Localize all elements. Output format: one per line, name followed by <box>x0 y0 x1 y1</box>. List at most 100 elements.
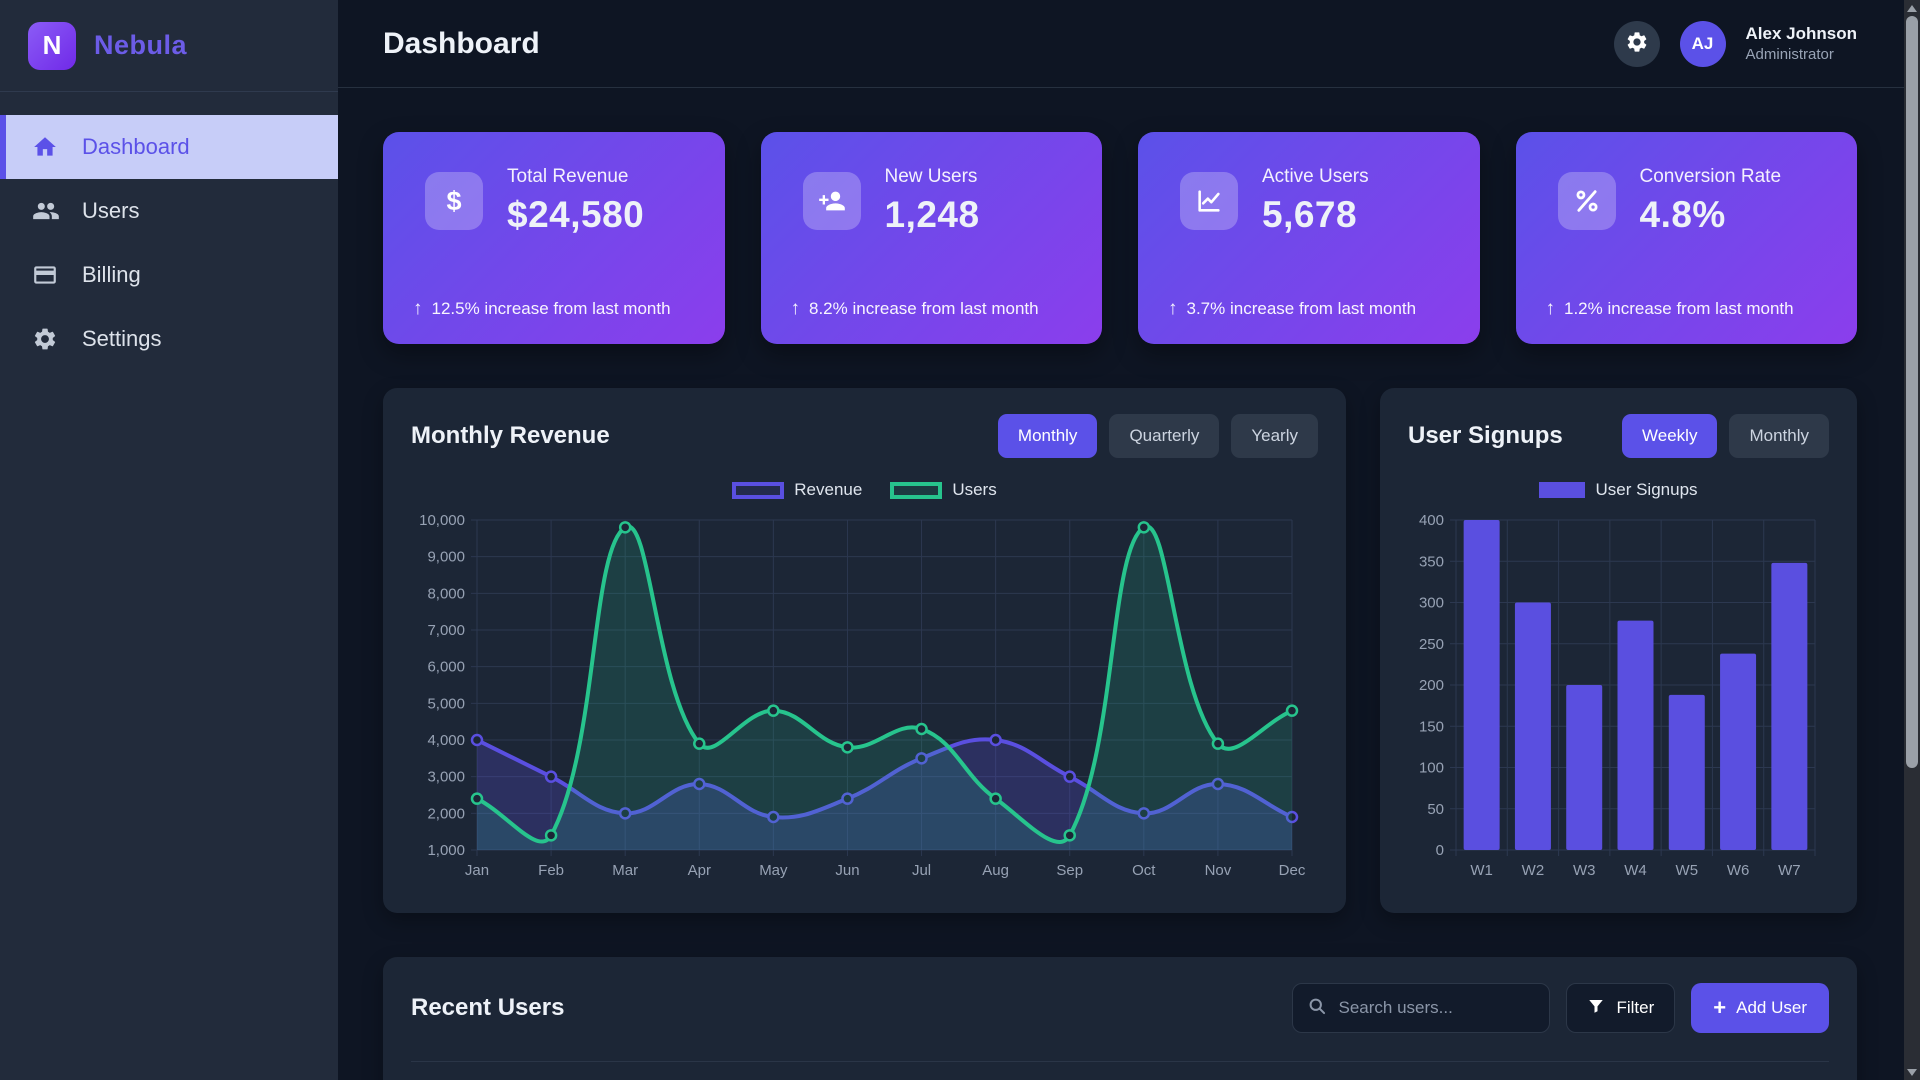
svg-text:W4: W4 <box>1624 862 1647 879</box>
arrow-up-icon: ↑ <box>413 298 423 319</box>
svg-text:150: 150 <box>1419 718 1444 735</box>
svg-text:Nov: Nov <box>1205 862 1232 879</box>
user-plus-icon <box>802 172 861 230</box>
svg-text:W6: W6 <box>1727 862 1750 879</box>
svg-text:7,000: 7,000 <box>427 622 465 639</box>
scrollbar-up-arrow[interactable] <box>1904 0 1920 16</box>
header-actions: AJ Alex Johnson Administrator <box>1613 20 1857 67</box>
svg-text:9,000: 9,000 <box>427 549 465 566</box>
legend-item-user-signups: User Signups <box>1539 480 1698 500</box>
svg-text:Dec: Dec <box>1279 862 1306 879</box>
scrollbar-thumb[interactable] <box>1906 16 1918 768</box>
arrow-up-icon: ↑ <box>1168 298 1178 319</box>
svg-text:5,000: 5,000 <box>427 695 465 712</box>
dollar-icon: $ <box>425 172 483 230</box>
revenue-legend-swatch <box>732 481 785 499</box>
svg-text:100: 100 <box>1419 760 1444 777</box>
stat-value: 4.8% <box>1639 194 1726 235</box>
svg-text:Feb: Feb <box>538 862 564 879</box>
revenue-panel-title: Monthly Revenue <box>411 422 610 449</box>
stat-change: ↑ 8.2% increase from last month <box>790 298 1039 319</box>
user-info: Alex Johnson Administrator <box>1746 23 1857 64</box>
charts-row: Monthly Revenue Monthly Quarterly Yearly… <box>383 388 1857 913</box>
search-box[interactable] <box>1292 983 1560 1033</box>
sidebar-nav: Dashboard Users Billing Settings <box>0 115 338 371</box>
percent-icon <box>1557 172 1616 230</box>
svg-text:Jul: Jul <box>912 862 931 879</box>
svg-text:10,000: 10,000 <box>419 512 465 529</box>
arrow-up-icon: ↑ <box>790 298 801 319</box>
stat-card-conversion-rate: Conversion Rate 4.8% ↑ 1.2% increase fro… <box>1515 132 1857 344</box>
svg-text:350: 350 <box>1419 553 1444 570</box>
filter-button[interactable]: Filter <box>1566 983 1676 1033</box>
svg-text:400: 400 <box>1419 512 1444 529</box>
stat-value: 5,678 <box>1262 194 1358 235</box>
svg-text:8,000: 8,000 <box>427 585 465 602</box>
svg-text:W5: W5 <box>1676 862 1699 879</box>
users-legend-swatch <box>890 481 943 499</box>
svg-text:50: 50 <box>1427 801 1444 818</box>
search-input[interactable] <box>1338 998 1560 1018</box>
stat-card-active-users: Active Users 5,678 ↑ 3.7% increase from … <box>1138 132 1480 344</box>
svg-text:250: 250 <box>1419 636 1444 653</box>
arrow-up-icon: ↑ <box>1545 298 1556 319</box>
signups-legend-swatch <box>1539 482 1586 498</box>
sidebar-item-billing[interactable]: Billing <box>0 243 338 307</box>
brand-initial: N <box>42 30 62 60</box>
sidebar-item-label: Settings <box>82 326 162 351</box>
svg-text:0: 0 <box>1436 842 1444 859</box>
svg-text:May: May <box>759 862 788 879</box>
quarterly-button[interactable]: Quarterly <box>1109 414 1220 458</box>
gear-icon <box>32 325 60 353</box>
svg-text:Jun: Jun <box>835 862 859 879</box>
recent-users-panel: Recent Users Filter <box>383 957 1857 1080</box>
monthly-revenue-line-chart-svg: 1,000 2,000 3,000 4,000 5,000 6,000 7,000 8,000… <box>419 512 1306 879</box>
avatar[interactable]: AJ <box>1679 20 1726 67</box>
credit-card-icon <box>32 261 60 289</box>
yearly-button[interactable]: Yearly <box>1231 414 1318 458</box>
settings-button[interactable] <box>1613 20 1660 67</box>
page-scrollbar[interactable] <box>1904 0 1920 1080</box>
user-signups-bar-chart-svg: 0 50 100 150 200 250 300 350 400 W1 W2 W3 W4 W5 W6 W7 <box>1419 512 1816 879</box>
sidebar-item-label: Users <box>82 198 140 223</box>
signups-panel-title: User Signups <box>1408 422 1563 449</box>
page-title: Dashboard <box>383 26 540 60</box>
weekly-button[interactable]: Weekly <box>1622 414 1718 458</box>
svg-text:200: 200 <box>1419 677 1444 694</box>
brand: N Nebula <box>0 0 338 92</box>
svg-text:W1: W1 <box>1470 862 1493 879</box>
home-icon <box>32 133 60 161</box>
revenue-chart-legend: Revenue Users <box>411 480 1318 500</box>
sidebar-item-settings[interactable]: Settings <box>0 307 338 371</box>
stat-value: 1,248 <box>884 194 980 235</box>
stat-label: Conversion Rate <box>1639 166 1782 187</box>
stat-change: ↑ 12.5% increase from last month <box>413 298 671 319</box>
sidebar-item-users[interactable]: Users <box>0 179 338 243</box>
main-area: Dashboard AJ Alex Johnson Administrator … <box>338 0 1920 1080</box>
stat-change: ↑ 1.2% increase from last month <box>1545 298 1794 319</box>
table-divider <box>411 1061 1829 1062</box>
scrollbar-down-arrow[interactable] <box>1904 1064 1920 1080</box>
monthly-button[interactable]: Monthly <box>1729 414 1829 458</box>
svg-text:Oct: Oct <box>1132 862 1156 879</box>
legend-item-revenue: Revenue <box>732 480 862 500</box>
svg-text:Apr: Apr <box>688 862 711 879</box>
users-group-icon <box>32 197 60 225</box>
signups-chart-legend: User Signups <box>1408 480 1829 500</box>
monthly-button[interactable]: Monthly <box>997 414 1098 458</box>
svg-text:6,000: 6,000 <box>427 659 465 676</box>
search-icon <box>1307 996 1327 1021</box>
stat-label: Active Users <box>1262 166 1369 187</box>
monthly-revenue-chart: 1,000 2,000 3,000 4,000 5,000 6,000 7,000 8,000… <box>411 508 1318 887</box>
recent-users-title: Recent Users <box>411 994 565 1021</box>
sidebar: N Nebula Dashboard Users Billing S <box>0 0 338 1080</box>
stat-value: $24,580 <box>507 194 645 235</box>
add-user-button[interactable]: + Add User <box>1691 983 1829 1033</box>
sidebar-item-dashboard[interactable]: Dashboard <box>0 115 338 179</box>
svg-text:Sep: Sep <box>1056 862 1083 879</box>
sidebar-item-label: Billing <box>82 262 141 287</box>
svg-text:W3: W3 <box>1573 862 1596 879</box>
user-signups-panel: User Signups Weekly Monthly User Signups… <box>1380 388 1857 913</box>
svg-text:1,000: 1,000 <box>427 842 465 859</box>
stats-row: $ Total Revenue $24,580 ↑ 12.5% increase… <box>383 132 1857 344</box>
